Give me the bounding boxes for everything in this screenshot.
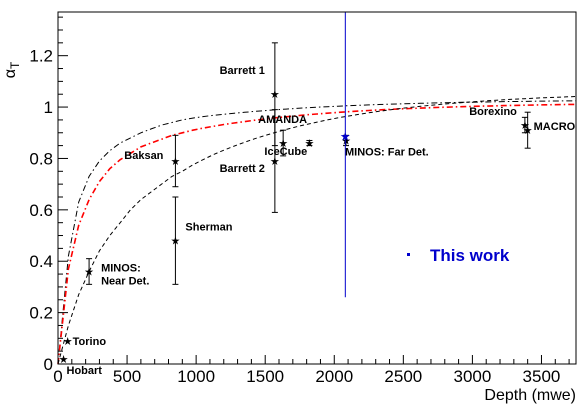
model-curve-3 — [57, 96, 577, 365]
y-tick-label: 1 — [44, 98, 53, 117]
x-tick-label: 2000 — [315, 367, 353, 386]
x-tick-label: 2500 — [384, 367, 422, 386]
y-axis: 0 0.2 0.4 0.6 0.8 1 1.2 — [29, 16, 68, 374]
legend: This work — [407, 246, 510, 265]
data-point: ★ — [270, 156, 280, 168]
data-point: ★ — [59, 354, 69, 366]
data-point: ★ — [278, 138, 288, 150]
data-points: ★★★★★★★★ ★ ★★★★ — [59, 12, 533, 366]
y-tick-label: 1.2 — [29, 47, 53, 66]
point-labels: Hobart Torino MINOS:Near Det. Baksan Sherman… — [67, 65, 576, 377]
point-label: MINOS: Far Det. — [345, 146, 429, 158]
point-label: Torino — [73, 336, 107, 348]
model-curve-2 — [57, 103, 577, 365]
point-label: Barrett 2 — [220, 163, 265, 175]
point-label: Borexino — [469, 106, 517, 118]
data-point: ★ — [523, 125, 533, 137]
point-label: IceCube — [264, 146, 307, 158]
this-work-point: ★ — [340, 130, 351, 144]
data-point: ★ — [520, 120, 530, 132]
point-label: AMANDA — [258, 114, 307, 126]
point-label: MACRO — [534, 121, 576, 133]
x-tick-label: 500 — [113, 367, 141, 386]
data-point: ★ — [84, 267, 94, 279]
x-tick-label: 3000 — [453, 367, 491, 386]
y-axis-label-sub: T — [8, 61, 22, 69]
model-curve-1 — [57, 100, 577, 365]
point-label: Hobart — [67, 365, 103, 377]
x-axis-label: Depth (mwe) — [484, 387, 576, 404]
point-label: Sherman — [185, 222, 232, 234]
legend-label: This work — [430, 246, 510, 265]
x-tick-label: 1500 — [246, 367, 284, 386]
x-tick-label: 1000 — [177, 367, 215, 386]
y-tick-label: 0.6 — [29, 201, 53, 220]
y-tick-label: 0.2 — [29, 304, 53, 323]
y-tick-label: 0.4 — [29, 252, 53, 271]
y-tick-label: 0 — [44, 355, 53, 374]
point-label: Near Det. — [101, 276, 149, 288]
plot-frame — [57, 11, 577, 365]
x-tick-label: 3500 — [523, 367, 561, 386]
point-label: MINOS: — [101, 263, 141, 275]
data-point: ★ — [170, 236, 180, 248]
x-axis: 0 500 1000 1500 2000 2500 3000 3500 — [53, 355, 570, 386]
y-axis-label: αT — [2, 61, 22, 78]
model-curves — [57, 96, 577, 365]
x-tick-label: 0 — [53, 367, 62, 386]
data-point: ★ — [63, 336, 73, 348]
data-point: ★ — [170, 156, 180, 168]
y-tick-label: 0.8 — [29, 149, 53, 168]
data-point: ★ — [270, 89, 280, 101]
legend-marker — [407, 253, 410, 256]
data-point: ★ — [341, 135, 351, 147]
data-point: ★ — [304, 138, 314, 150]
point-label: Baksan — [124, 150, 163, 162]
point-label: Barrett 1 — [220, 65, 265, 77]
